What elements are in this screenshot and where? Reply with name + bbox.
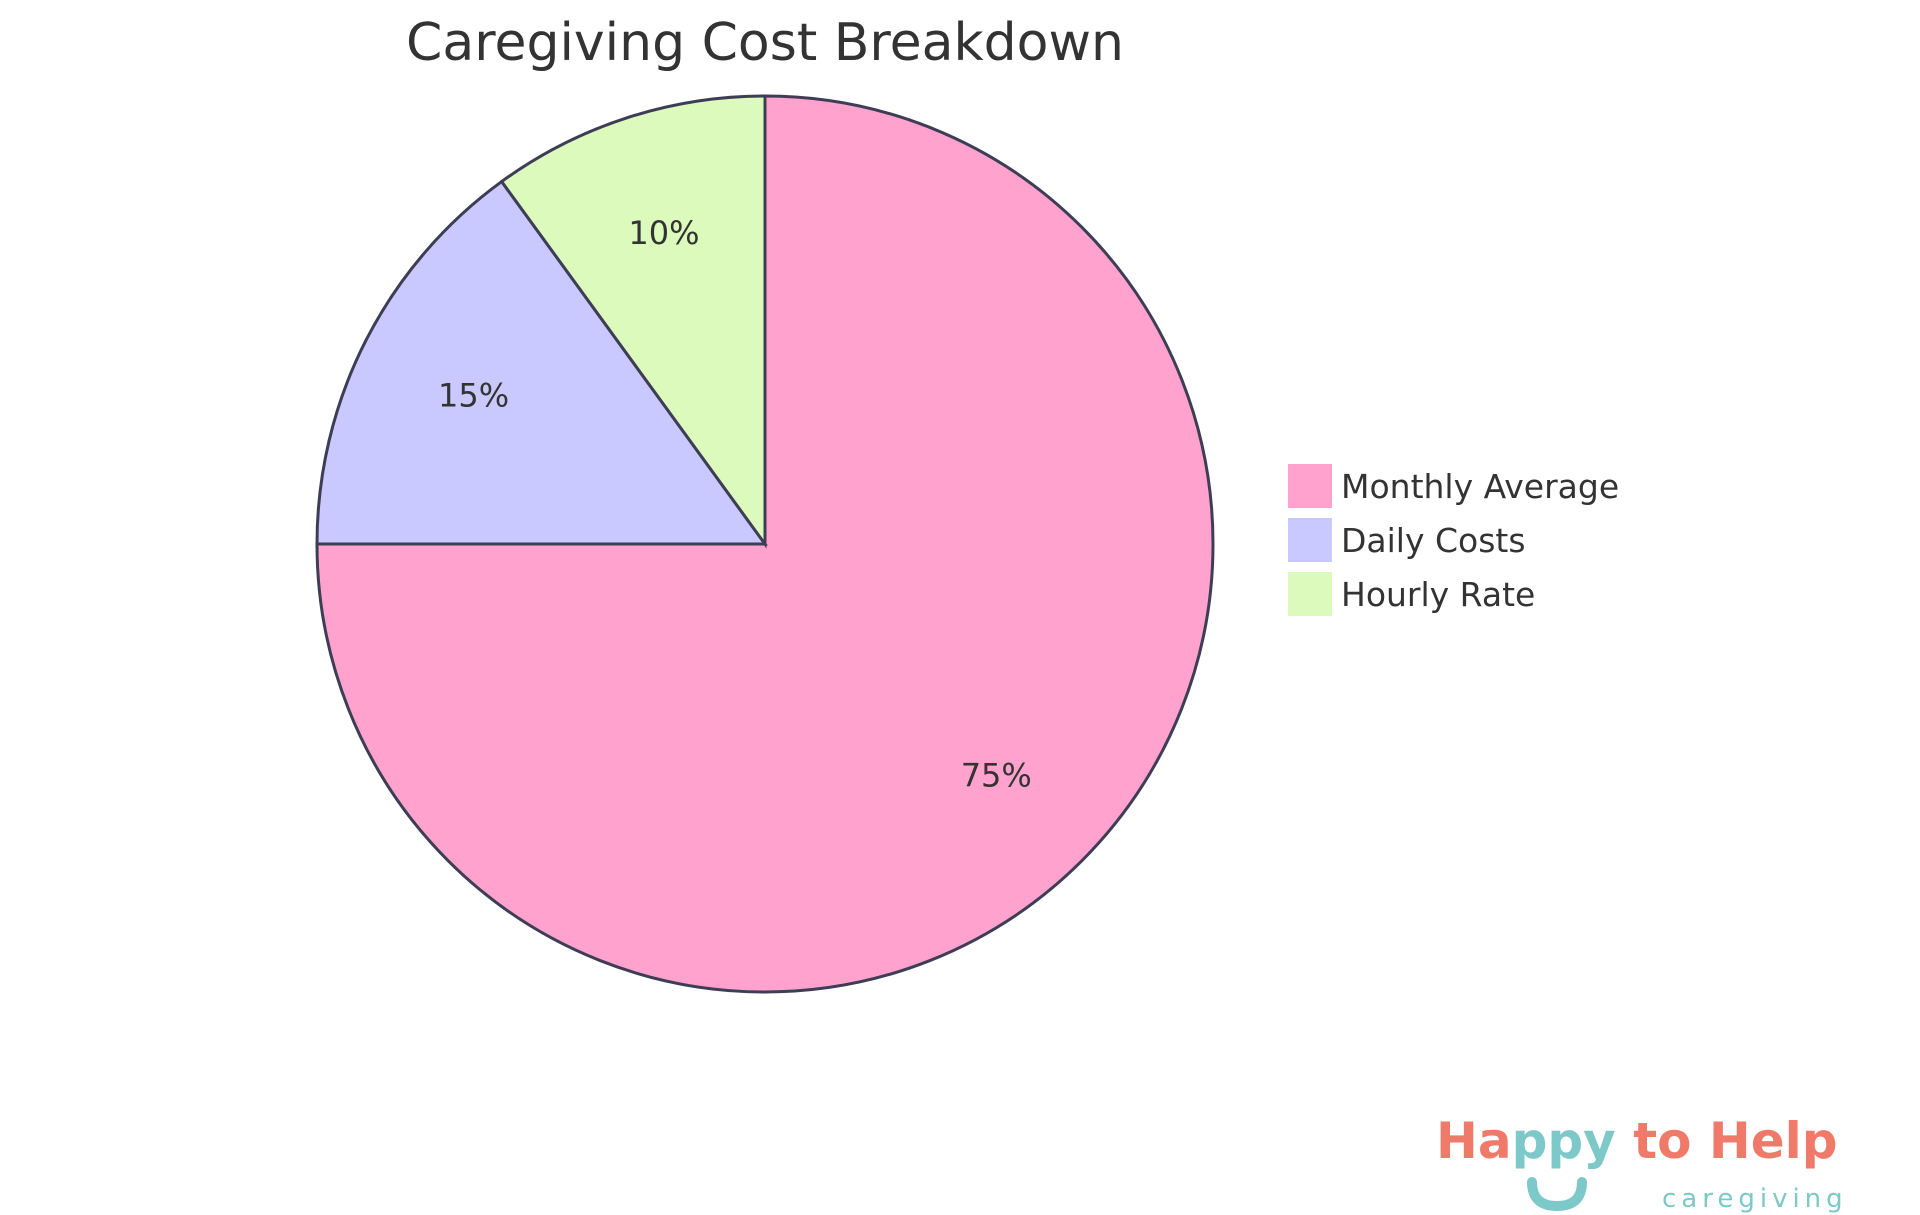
- logo-text: Happy to Help: [1436, 1112, 1838, 1170]
- legend-swatch: [1288, 572, 1332, 616]
- logo-subtitle: caregiving: [1662, 1184, 1848, 1214]
- slice-label: 15%: [438, 377, 509, 415]
- slice-label: 75%: [961, 756, 1032, 794]
- legend-swatch: [1288, 518, 1332, 562]
- legend: Monthly Average Daily Costs Hourly Rate: [1288, 464, 1619, 616]
- slice-label: 10%: [628, 214, 699, 252]
- slice-labels: 75% 15% 10%: [438, 214, 1032, 794]
- chart-title: Caregiving Cost Breakdown: [406, 13, 1124, 73]
- pie-slice-daily-costs: [315, 179, 768, 546]
- legend-label: Monthly Average: [1341, 467, 1619, 506]
- legend-label: Daily Costs: [1341, 521, 1526, 560]
- logo: Happy to Help caregiving: [1436, 1112, 1848, 1214]
- legend-swatch: [1288, 464, 1332, 508]
- smile-icon: [1527, 1177, 1587, 1212]
- pie-slices: [315, 94, 1215, 994]
- legend-label: Hourly Rate: [1341, 575, 1535, 614]
- pie-slice-hourly-rate: [499, 94, 767, 549]
